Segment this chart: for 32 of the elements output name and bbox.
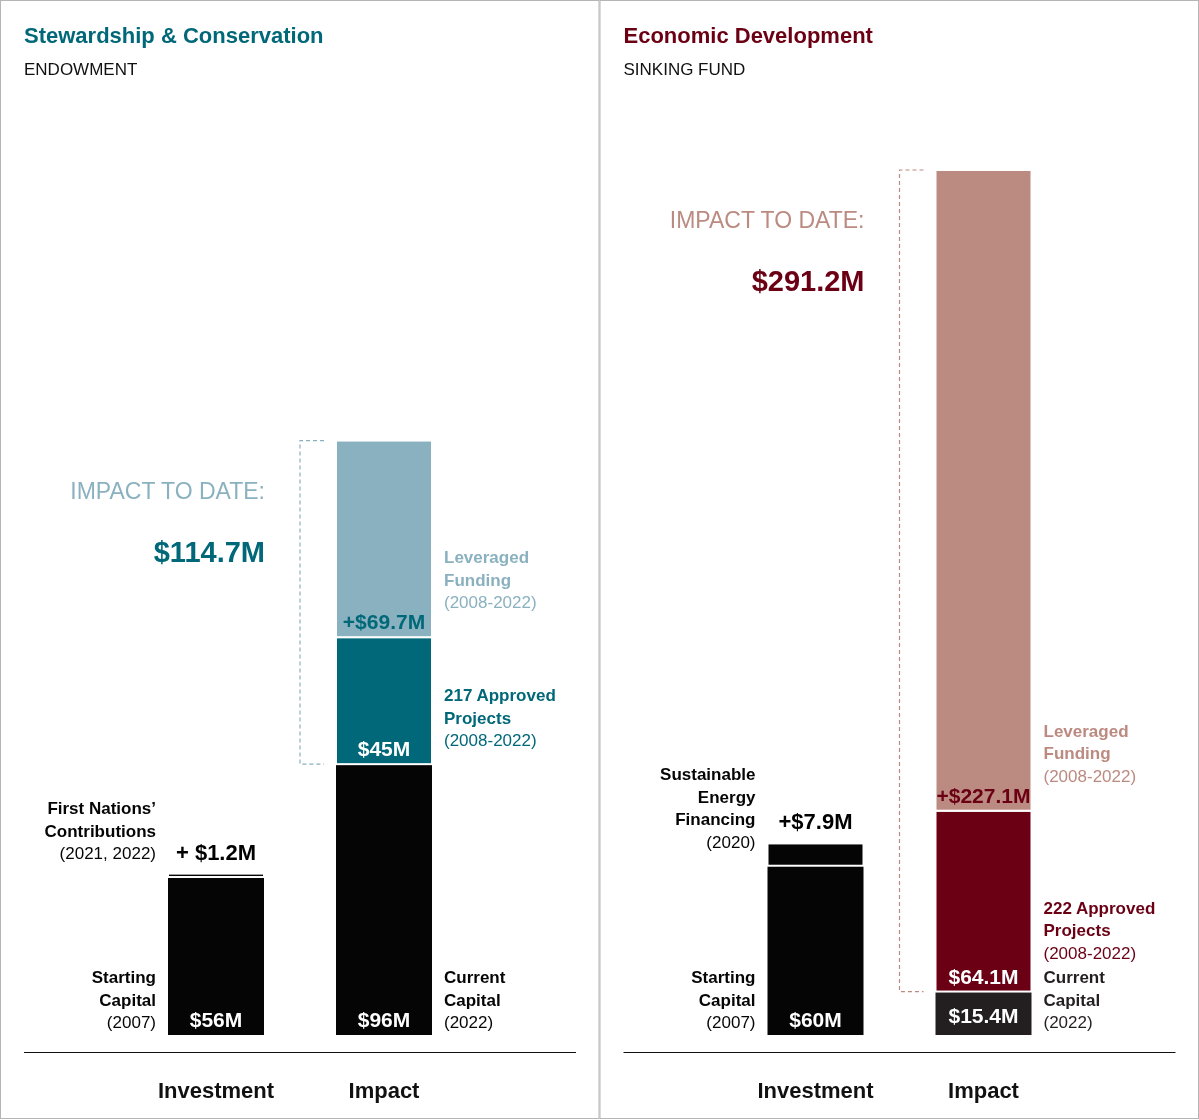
x-tick-label: Investment (157, 1078, 275, 1103)
data-label: +$69.7M (342, 610, 426, 634)
data-label: $60M (789, 1008, 842, 1031)
series-label: 217 Approved Projects (2008-2022) (444, 686, 556, 751)
data-label: $64.1M (948, 964, 1019, 988)
series-label: Current Capital (2022) (1043, 968, 1106, 1032)
series-label: Starting Capital (2007) (91, 968, 156, 1032)
data-label: +$227.1M (936, 783, 1031, 807)
annotation: IMPACT TO DATE: (70, 477, 265, 504)
x-tick-label: Investment (757, 1078, 875, 1103)
x-tick-label: Impact (348, 1078, 421, 1103)
x-tick-label: Impact (948, 1078, 1020, 1103)
data-label: $15.4M (948, 1004, 1019, 1027)
annotation: $291.2M (751, 265, 865, 297)
series-label: First Nations’ Contributions (2021, 2022) (44, 799, 156, 864)
data-label: $96M (357, 1008, 411, 1031)
chart-title: Stewardship & Conservation (24, 23, 324, 48)
chart-subtitle: SINKING FUND (623, 60, 746, 79)
chart-subtitle: ENDOWMENT (24, 60, 138, 79)
series-label: Current Capital (2022) (444, 968, 506, 1032)
data-label: $56M (189, 1008, 243, 1031)
data-label: $45M (357, 737, 411, 761)
chart-title: Economic Development (623, 23, 874, 48)
annotation: IMPACT TO DATE: (669, 207, 865, 233)
annotation: $114.7M (153, 535, 265, 568)
series-label: Leveraged Funding (2008-2022) (1043, 721, 1137, 786)
series-label: Starting Capital (2007) (691, 968, 756, 1032)
data-label: + $1.2M (175, 839, 257, 865)
series-label: Sustainable Energy Financing (2020) (660, 765, 757, 852)
series-label: Leveraged Funding (2008-2022) (444, 548, 537, 613)
data-label: +$7.9M (778, 809, 853, 835)
series-label: 222 Approved Projects (2008-2022) (1043, 898, 1156, 963)
